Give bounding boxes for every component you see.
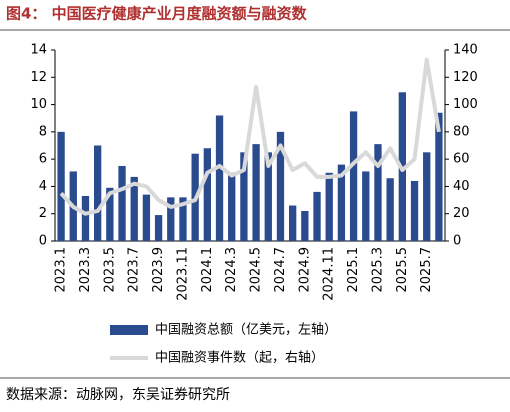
x-tick-label: 2023.3 [78, 247, 93, 293]
x-tick-label: 2024.1 [200, 247, 215, 293]
bar [276, 131, 285, 241]
x-tick-label: 2023.5 [102, 247, 117, 293]
bar [349, 111, 358, 242]
bar [118, 165, 126, 241]
bar [94, 145, 102, 241]
x-tick-label: 2023.11 [175, 247, 190, 301]
source: 数据来源：动脉网，东吴证券研究所 [6, 387, 230, 403]
bar [130, 176, 138, 241]
y2-tick-label: 20 [453, 206, 470, 221]
legend-label: 中国融资事件数（起，右轴） [155, 351, 324, 366]
bar [264, 152, 272, 241]
y2-tick-label: 60 [453, 152, 470, 167]
bar [337, 164, 346, 241]
y-tick-label: 4 [39, 179, 47, 194]
bar [57, 131, 65, 241]
x-tick-label: 2023.1 [54, 247, 69, 293]
bar [362, 171, 370, 241]
bar [81, 195, 90, 241]
y2-tick-label: 100 [453, 97, 478, 112]
bar [423, 152, 431, 241]
y-tick-label: 12 [30, 70, 47, 85]
y2-tick-label: 120 [453, 70, 478, 85]
y-tick-label: 6 [39, 152, 47, 167]
y2-tick-label: 40 [453, 179, 470, 194]
bar [142, 194, 151, 241]
bar [410, 180, 419, 241]
y-tick-label: 10 [30, 97, 47, 112]
bar [325, 172, 333, 241]
bar [215, 115, 224, 241]
bar [154, 215, 163, 241]
bar [167, 197, 175, 241]
bar [301, 210, 309, 241]
y-tick-label: 14 [30, 43, 47, 58]
y2-tick-label: 80 [453, 124, 470, 139]
bar [313, 191, 321, 241]
x-tick-label: 2025.5 [395, 247, 410, 293]
bar [289, 205, 297, 241]
x-tick-label: 2024.7 [273, 247, 288, 293]
chart-title: 图4： 中国医疗健康产业月度融资额与融资数 [6, 5, 308, 23]
x-tick-label: 2023.7 [127, 247, 142, 293]
bar [106, 187, 114, 241]
legend-swatch [110, 325, 148, 335]
x-tick-label: 2024.5 [249, 247, 264, 293]
bar [228, 172, 236, 241]
bar [374, 144, 382, 241]
y-tick-label: 8 [39, 124, 47, 139]
bar [435, 112, 443, 241]
bar [386, 178, 394, 241]
y2-tick-label: 0 [453, 234, 461, 249]
bar [179, 197, 187, 241]
legend-label: 中国融资总额（亿美元，左轴） [155, 323, 337, 338]
bar [240, 152, 248, 241]
line [59, 57, 441, 216]
x-tick-label: 2025.1 [346, 247, 361, 293]
y2-tick-label: 140 [453, 43, 478, 58]
x-tick-label: 2025.3 [370, 247, 385, 293]
x-tick-label: 2025.7 [419, 247, 434, 293]
y-tick-label: 2 [39, 206, 47, 221]
bar [252, 144, 260, 241]
x-tick-label: 2023.9 [151, 247, 166, 293]
x-tick-label: 2024.11 [322, 247, 337, 301]
x-tick-label: 2024.3 [224, 247, 239, 293]
y-tick-label: 0 [39, 234, 47, 249]
x-tick-label: 2024.9 [297, 247, 312, 293]
bar [203, 148, 211, 241]
